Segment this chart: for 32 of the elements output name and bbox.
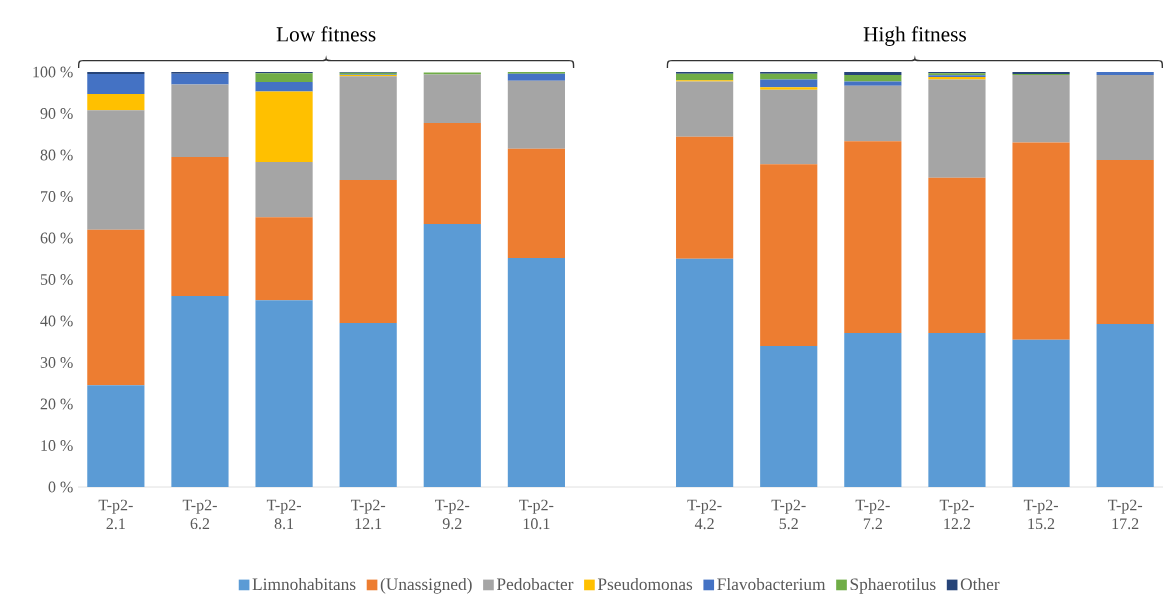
text: High fitness (863, 26, 966, 46)
y-tick-label: 40 % (40, 315, 73, 327)
y-tick-label: 30 % (40, 357, 73, 368)
y-tick-label: 70 % (41, 191, 73, 202)
y-tick-label: 0 % (48, 481, 73, 493)
y-tick-label: 20 % (40, 398, 73, 410)
legend-label: Pedobacter (496, 577, 574, 591)
x-tick-label: T-p2-12.1 (350, 499, 386, 530)
x-tick-label: T-p2-12.2 (939, 499, 974, 530)
x-tick-label: T-p2-10.1 (519, 499, 554, 530)
legend-label: Limnohabitans (252, 577, 356, 591)
legend-label: Flavobacterium (717, 577, 826, 591)
legend-label: Other (960, 577, 1000, 591)
y-tick-label: 100 % (33, 66, 73, 78)
y-tick-label: 60 % (40, 232, 73, 244)
x-tick-label: T-p2-9.2 (435, 499, 470, 530)
x-tick-label: T-p2-4.2 (687, 499, 722, 530)
y-tick-label: 80 % (40, 149, 73, 161)
text: Low fitness (276, 26, 376, 42)
x-tick-label: T-p2-17.2 (1107, 499, 1143, 530)
legend-label: Pseudomonas (597, 577, 693, 591)
legend-label: Sphaerotilus (850, 577, 936, 594)
x-tick-label: T-p2-5.2 (771, 499, 806, 530)
y-tick-label: 90 % (40, 108, 73, 119)
x-tick-label: T-p2-6.2 (182, 499, 217, 530)
x-tick-label: T-p2-2.1 (98, 499, 133, 530)
legend-label: (Unassigned) (380, 577, 472, 594)
x-tick-label: T-p2-15.2 (1023, 499, 1058, 530)
y-tick-label: 10 % (41, 440, 73, 451)
x-tick-label: T-p2-8.1 (266, 499, 301, 530)
y-tick-label: 50 % (40, 274, 73, 285)
x-tick-label: T-p2-7.2 (855, 499, 890, 530)
